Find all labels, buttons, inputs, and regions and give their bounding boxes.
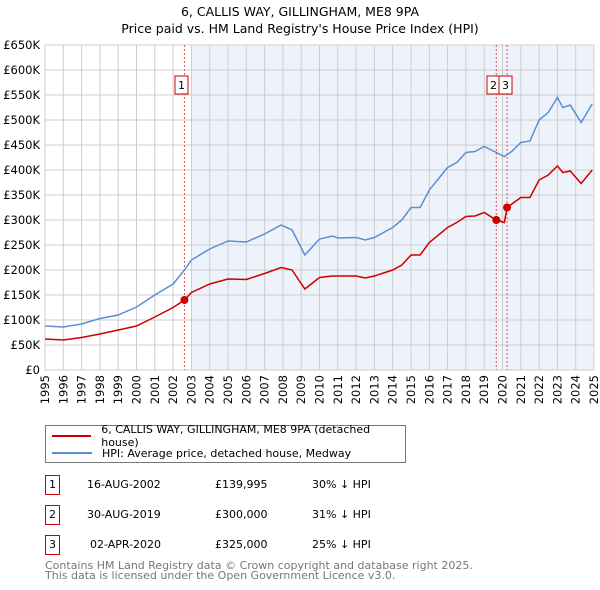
sale-marker-box <box>174 75 189 95</box>
legend-label: HPI: Average price, detached house, Medw… <box>102 446 352 460</box>
transaction-price: £325,000 <box>215 538 268 551</box>
x-tick-label: 2011 <box>331 375 345 404</box>
transaction-hpi: 31% ↓ HPI <box>312 508 371 521</box>
transaction-row: 1 16-AUG-2002 £139,995 30% ↓ HPI <box>45 475 445 495</box>
y-tick-label: £250K <box>3 238 40 252</box>
y-tick-label: £450K <box>3 138 40 152</box>
x-tick-label: 2001 <box>148 375 162 404</box>
y-tick-label: £100K <box>3 313 40 327</box>
x-tick-label: 2017 <box>441 375 455 404</box>
transaction-number: 2 <box>45 505 60 525</box>
x-tick-label: 1997 <box>75 375 89 404</box>
transaction-price: £300,000 <box>215 508 268 521</box>
x-tick-label: 2022 <box>532 375 546 404</box>
x-tick-label: 2005 <box>221 375 235 404</box>
transaction-date: 30-AUG-2019 <box>87 508 161 521</box>
x-tick-label: 2008 <box>276 375 290 404</box>
x-tick-label: 2010 <box>313 375 327 404</box>
y-tick-label: £0 <box>25 363 40 377</box>
x-tick-label: 2018 <box>459 375 473 404</box>
x-tick-label: 2007 <box>258 375 272 404</box>
chart-subtitle: Price paid vs. HM Land Registry's House … <box>121 21 479 36</box>
x-tick-label: 2000 <box>130 375 144 404</box>
x-tick-label: 2004 <box>203 375 217 404</box>
licence-notice: This data is licensed under the Open Gov… <box>45 569 396 582</box>
sale-marker-box <box>498 75 513 95</box>
transaction-row: 2 30-AUG-2019 £300,000 31% ↓ HPI <box>45 505 445 525</box>
x-tick-label: 1998 <box>93 375 107 404</box>
price-chart: £0 £50K £100K £150K £200K £250K £300K £350K £400… <box>3 38 600 404</box>
hpi-line <box>44 96 593 328</box>
x-tick-label: 2025 <box>587 375 600 404</box>
transaction-hpi: 30% ↓ HPI <box>312 478 371 491</box>
y-tick-label: £500K <box>3 113 40 127</box>
transaction-hpi: 25% ↓ HPI <box>312 538 371 551</box>
y-tick-label: £600K <box>3 63 40 77</box>
x-tick-label: 2016 <box>422 375 436 404</box>
transaction-price: £139,995 <box>215 478 268 491</box>
sale-point <box>492 216 501 224</box>
x-tick-label: 2003 <box>184 375 198 404</box>
sale-marker-label: 2 <box>490 79 497 92</box>
legend-swatch-property <box>52 435 92 437</box>
sale-point <box>503 203 512 212</box>
legend-item-hpi: HPI: Average price, detached house, Medw… <box>52 445 351 461</box>
transaction-number: 3 <box>45 535 60 555</box>
y-tick-label: £650K <box>3 38 40 52</box>
x-tick-label: 2014 <box>386 375 400 404</box>
sale-marker-label: 1 <box>178 79 185 92</box>
copyright-notice: Contains HM Land Registry data © Crown c… <box>45 559 473 572</box>
legend-label: 6, CALLIS WAY, GILLINGHAM, ME8 9PA (deta… <box>101 423 371 449</box>
transaction-number: 1 <box>45 475 60 495</box>
x-tick-label: 2015 <box>404 375 418 404</box>
y-tick-label: £400K <box>3 163 40 177</box>
x-tick-label: 1999 <box>111 375 125 404</box>
x-tick-label: 2012 <box>349 375 363 404</box>
y-tick-label: £150K <box>3 288 40 302</box>
y-tick-label: £50K <box>11 338 41 352</box>
transaction-date: 02-APR-2020 <box>90 538 162 551</box>
x-tick-label: 1996 <box>56 375 70 404</box>
legend-item-property: 6, CALLIS WAY, GILLINGHAM, ME8 9PA (deta… <box>52 423 405 449</box>
legend-swatch-hpi <box>52 452 92 454</box>
sale-point <box>180 296 189 305</box>
property-price-line <box>44 164 593 341</box>
transaction-date: 16-AUG-2002 <box>87 478 161 491</box>
x-tick-label: 2020 <box>496 375 510 404</box>
x-tick-label: 2023 <box>550 375 564 404</box>
x-tick-label: 1995 <box>38 375 52 404</box>
x-tick-label: 2019 <box>477 375 491 404</box>
y-tick-label: £550K <box>3 88 40 102</box>
x-tick-label: 2009 <box>294 375 308 404</box>
x-tick-label: 2021 <box>514 375 528 404</box>
legend: 6, CALLIS WAY, GILLINGHAM, ME8 9PA (deta… <box>45 423 406 463</box>
x-tick-label: 2013 <box>367 375 381 404</box>
sale-marker-label: 3 <box>502 79 509 92</box>
y-tick-label: £200K <box>3 263 40 277</box>
y-tick-label: £350K <box>3 188 40 202</box>
transaction-row: 3 02-APR-2020 £325,000 25% ↓ HPI <box>45 535 445 555</box>
x-tick-label: 2024 <box>569 375 583 404</box>
x-tick-label: 2002 <box>166 375 180 404</box>
plot-frame <box>44 44 595 371</box>
y-tick-label: £300K <box>3 213 40 227</box>
chart-title: 6, CALLIS WAY, GILLINGHAM, ME8 9PA <box>180 4 420 19</box>
x-tick-label: 2006 <box>239 375 253 404</box>
